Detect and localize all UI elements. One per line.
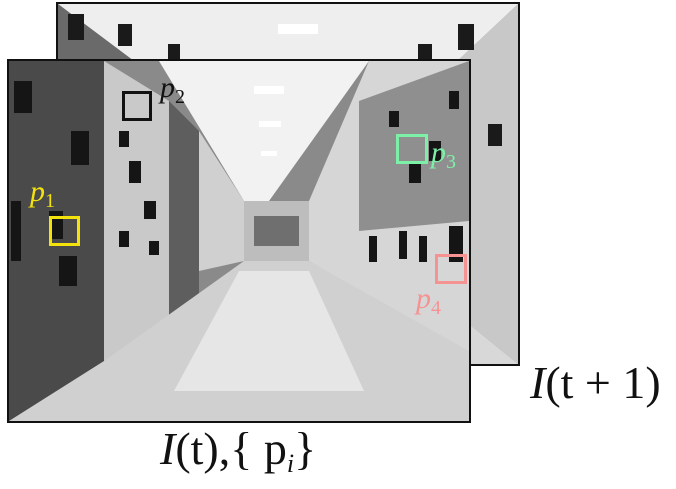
caption-current-main: I bbox=[160, 423, 176, 474]
caption-current-points-close: } bbox=[294, 423, 317, 474]
caption-next-arg: (t + 1) bbox=[545, 357, 661, 408]
point-label-p1: p1 bbox=[30, 175, 55, 212]
point-index: 2 bbox=[175, 86, 185, 108]
caption-current-frame: I(t),{ pi} bbox=[160, 426, 316, 477]
point-letter: p bbox=[30, 175, 45, 208]
frame-current-image bbox=[7, 59, 471, 423]
point-letter: p bbox=[431, 136, 446, 169]
point-letter: p bbox=[416, 282, 431, 315]
point-index: 3 bbox=[446, 151, 456, 173]
point-box-p1 bbox=[49, 216, 80, 246]
point-label-p3: p3 bbox=[431, 136, 456, 173]
caption-next-main: I bbox=[530, 357, 546, 408]
point-label-p2: p2 bbox=[160, 71, 185, 108]
caption-next-frame: I(t + 1) bbox=[530, 360, 661, 406]
point-label-p4: p4 bbox=[416, 282, 441, 319]
caption-current-points: { p bbox=[230, 423, 287, 474]
hallway-image-current bbox=[9, 61, 469, 421]
point-box-p4 bbox=[435, 254, 467, 284]
caption-current-points-sub: i bbox=[286, 449, 295, 478]
point-letter: p bbox=[160, 71, 175, 104]
point-index: 1 bbox=[45, 190, 55, 212]
point-box-p3 bbox=[396, 134, 428, 164]
point-index: 4 bbox=[431, 297, 441, 319]
caption-current-arg: (t), bbox=[175, 423, 231, 474]
point-box-p2 bbox=[122, 91, 152, 121]
